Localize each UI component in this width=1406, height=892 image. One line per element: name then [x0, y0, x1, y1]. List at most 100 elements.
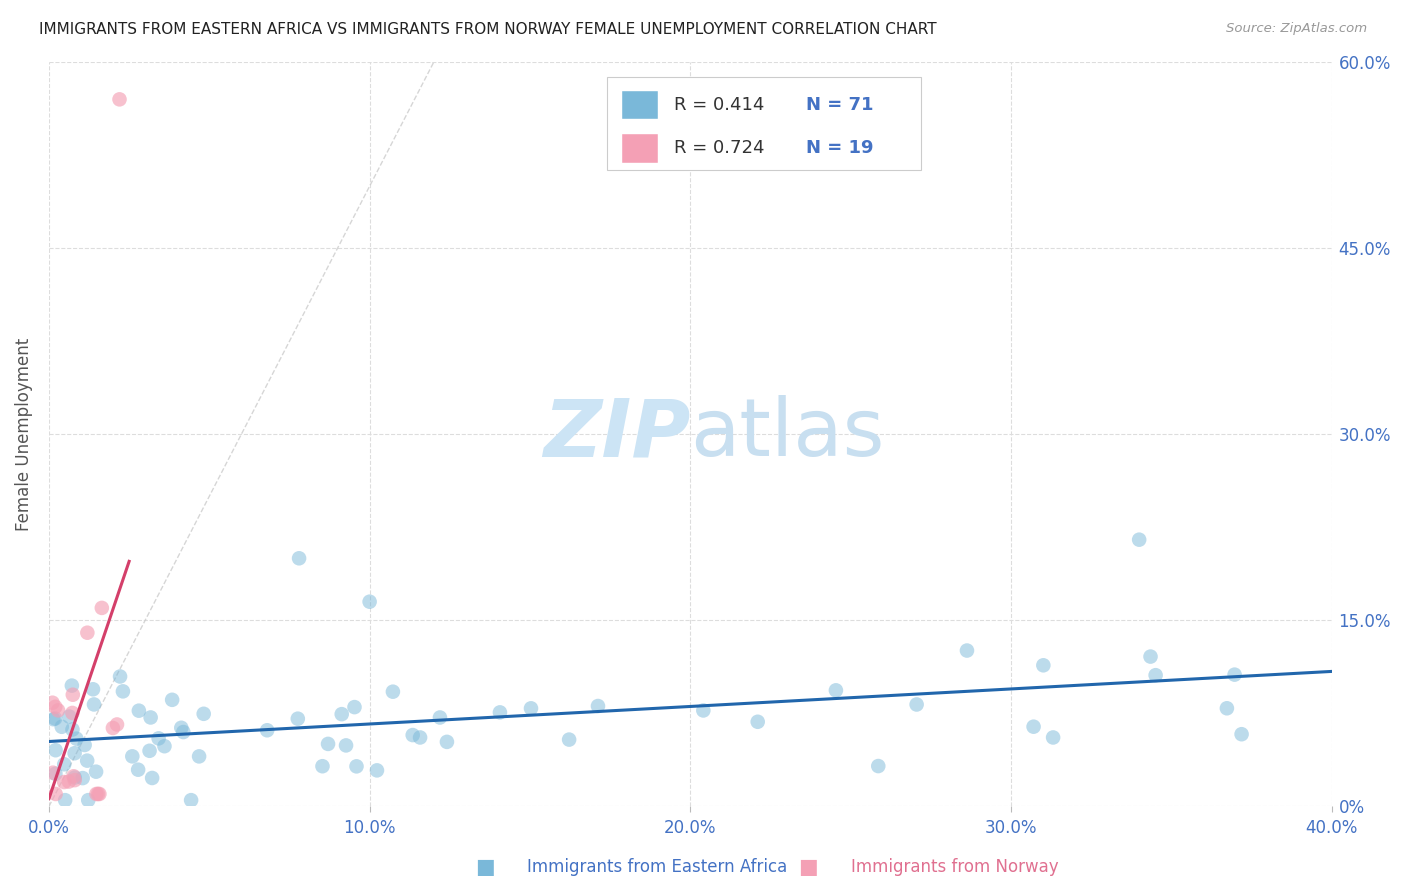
Text: Immigrants from Eastern Africa: Immigrants from Eastern Africa	[527, 858, 787, 876]
Text: N = 19: N = 19	[806, 139, 873, 158]
Point	[172, 725, 194, 739]
Point	[101, 721, 124, 735]
Point	[1230, 727, 1253, 741]
Point	[72, 771, 94, 785]
Point	[53, 793, 76, 807]
Text: IMMIGRANTS FROM EASTERN AFRICA VS IMMIGRANTS FROM NORWAY FEMALE UNEMPLOYMENT COR: IMMIGRANTS FROM EASTERN AFRICA VS IMMIGR…	[39, 22, 936, 37]
Point	[1128, 533, 1150, 547]
Point	[409, 731, 432, 745]
Point	[60, 679, 83, 693]
Point	[180, 793, 202, 807]
Point	[73, 738, 96, 752]
Text: Source: ZipAtlas.com: Source: ZipAtlas.com	[1226, 22, 1367, 36]
Point	[45, 787, 67, 801]
Point	[343, 700, 366, 714]
Point	[62, 688, 84, 702]
Point	[153, 739, 176, 754]
Point	[63, 746, 86, 760]
Point	[128, 704, 150, 718]
Point	[44, 699, 66, 714]
Point	[76, 625, 98, 640]
Point	[287, 712, 309, 726]
Point	[1139, 649, 1161, 664]
Point	[77, 793, 100, 807]
Point	[868, 759, 890, 773]
Point	[58, 709, 80, 723]
Point	[905, 698, 928, 712]
Point	[381, 684, 404, 698]
Point	[45, 743, 67, 757]
FancyBboxPatch shape	[623, 135, 658, 162]
Point	[193, 706, 215, 721]
Point	[316, 737, 339, 751]
Point	[170, 721, 193, 735]
Point	[141, 771, 163, 785]
Point	[105, 717, 128, 731]
Point	[1223, 667, 1246, 681]
Point	[60, 706, 83, 720]
Point	[44, 766, 66, 780]
Point	[138, 744, 160, 758]
Text: Immigrants from Norway: Immigrants from Norway	[851, 858, 1059, 876]
Point	[84, 764, 107, 779]
Point	[42, 765, 65, 780]
Point	[366, 764, 388, 778]
Point	[330, 707, 353, 722]
Point	[127, 763, 149, 777]
Point	[429, 710, 451, 724]
Text: ■: ■	[475, 857, 495, 877]
Point	[160, 693, 183, 707]
Point	[58, 774, 80, 789]
FancyBboxPatch shape	[607, 77, 921, 170]
Point	[558, 732, 581, 747]
Point	[62, 769, 84, 783]
Point	[139, 710, 162, 724]
Point	[436, 735, 458, 749]
Point	[311, 759, 333, 773]
Point	[402, 728, 425, 742]
Point	[82, 682, 104, 697]
Point	[520, 701, 543, 715]
Text: atlas: atlas	[690, 395, 884, 474]
Point	[489, 706, 512, 720]
Text: ZIP: ZIP	[543, 395, 690, 474]
Point	[53, 775, 76, 789]
Point	[111, 684, 134, 698]
Point	[288, 551, 311, 566]
Point	[692, 703, 714, 717]
Point	[90, 601, 112, 615]
Text: R = 0.724: R = 0.724	[673, 139, 763, 158]
Text: R = 0.414: R = 0.414	[673, 95, 763, 114]
Point	[1216, 701, 1239, 715]
Text: N = 71: N = 71	[806, 95, 873, 114]
Point	[41, 696, 63, 710]
Point	[346, 759, 368, 773]
Point	[76, 754, 98, 768]
Point	[89, 787, 111, 801]
FancyBboxPatch shape	[623, 91, 658, 119]
Point	[359, 595, 381, 609]
Text: ■: ■	[799, 857, 818, 877]
Point	[148, 731, 170, 746]
Point	[53, 757, 76, 772]
Point	[256, 723, 278, 738]
Point	[108, 92, 131, 106]
Point	[188, 749, 211, 764]
Point	[1032, 658, 1054, 673]
Point	[51, 720, 73, 734]
Y-axis label: Female Unemployment: Female Unemployment	[15, 338, 32, 531]
Point	[63, 773, 86, 788]
Point	[825, 683, 848, 698]
Point	[747, 714, 769, 729]
Point	[335, 739, 357, 753]
Point	[86, 787, 108, 801]
Point	[62, 723, 84, 737]
Point	[108, 669, 131, 683]
Point	[46, 703, 69, 717]
Point	[1144, 668, 1167, 682]
Point	[87, 787, 110, 801]
Point	[44, 711, 66, 725]
Point	[956, 643, 979, 657]
Point	[42, 712, 65, 726]
Point	[121, 749, 143, 764]
